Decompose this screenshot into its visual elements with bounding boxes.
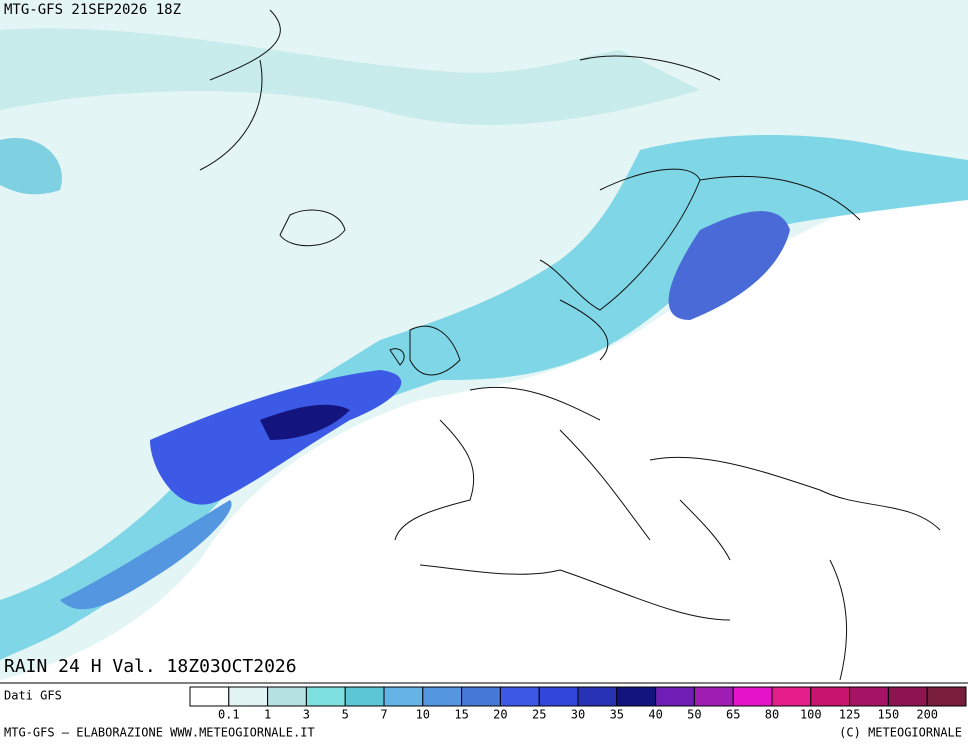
legend-tick-label: 40: [648, 708, 662, 722]
legend-tick-label: 125: [839, 708, 861, 722]
footer-right: (C) METEOGIORNALE: [839, 726, 962, 740]
legend-tick-label: 20: [493, 708, 507, 722]
legend-swatch: [344, 686, 385, 707]
legend-tick-label: 3: [303, 708, 310, 722]
legend-source: Dati GFS: [4, 689, 62, 703]
legend-tick-label: 10: [416, 708, 430, 722]
legend-swatch: [189, 686, 230, 707]
legend-tick-label: 150: [878, 708, 900, 722]
legend-swatch: [655, 686, 695, 707]
legend-tick-label: 5: [342, 708, 349, 722]
rain-band: [60, 500, 232, 610]
legend-tick-label: 25: [532, 708, 546, 722]
legend-swatch: [926, 686, 967, 707]
rain-area: [0, 138, 62, 195]
legend-swatch: [383, 686, 424, 707]
legend-tick-label: 0.1: [218, 708, 240, 722]
rain-area: [0, 28, 700, 125]
legend-tick-label: 7: [380, 708, 387, 722]
legend-tick-label: 35: [610, 708, 624, 722]
map-title: MTG-GFS 21SEP2026 18Z: [4, 2, 181, 18]
legend-swatch: [422, 686, 463, 707]
legend-swatch: [616, 686, 657, 707]
legend-tick-label: 1: [264, 708, 271, 722]
legend-tick-label: 100: [800, 708, 822, 722]
coastline: [199, 9, 941, 681]
legend-swatch: [771, 686, 812, 707]
legend-swatch: [887, 686, 928, 707]
legend-tick-label: 65: [726, 708, 740, 722]
legend-swatch: [577, 686, 618, 707]
legend-swatch: [810, 686, 851, 707]
legend: Dati GFS 0.1 1 3 5 7 10 15 20 25 30 35 40 50 65 80 100 1…: [4, 686, 967, 722]
legend-tick-label: 80: [765, 708, 779, 722]
legend-swatch: [305, 686, 346, 707]
legend-swatch: [849, 686, 889, 707]
legend-swatch: [228, 686, 269, 707]
legend-tick-label: 200: [916, 708, 938, 722]
legend-tick-label: 30: [571, 708, 585, 722]
heavy-rain-core: [260, 404, 350, 440]
legend-swatch: [693, 686, 734, 707]
legend-swatch: [538, 686, 579, 707]
heavy-rain: [668, 211, 790, 320]
legend-swatch: [499, 686, 540, 707]
legend-tick-label: 50: [687, 708, 701, 722]
legend-swatch: [732, 686, 773, 707]
legend-swatch: [267, 686, 307, 707]
footer-left: MTG-GFS — ELABORAZIONE WWW.METEOGIORNALE…: [4, 726, 315, 740]
legend-swatch: [461, 686, 501, 707]
map-label: RAIN 24 H Val. 18Z03OCT2026: [4, 656, 297, 677]
rain-band: [0, 135, 968, 660]
legend-tick-label: 15: [454, 708, 468, 722]
map: MTG-GFS 21SEP2026 18Z RAIN 24 H Val. 18Z…: [0, 0, 968, 684]
